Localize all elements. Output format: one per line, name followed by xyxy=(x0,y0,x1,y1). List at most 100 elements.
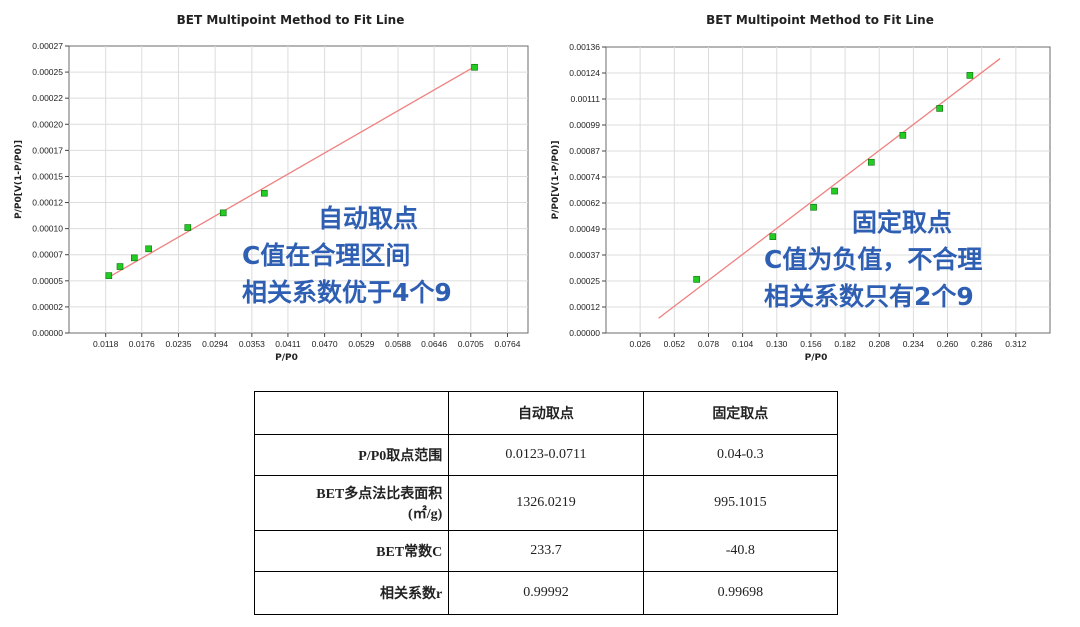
x-tick-label: 0.260 xyxy=(937,339,959,349)
y-tick-label: 0.00037 xyxy=(569,250,600,260)
x-tick-label: 0.0470 xyxy=(312,339,338,349)
x-tick-label: 0.0705 xyxy=(458,339,484,349)
row-label-text: P/P0取点范围 xyxy=(358,449,443,464)
x-tick-label: 0.0529 xyxy=(348,339,374,349)
y-tick-label: 0.00012 xyxy=(32,198,63,208)
annotation-line: 相关系数只有2个9 xyxy=(764,282,974,311)
x-tick-label: 0.0411 xyxy=(275,339,301,349)
y-tick-label: 0.00124 xyxy=(569,68,600,78)
x-tick-label: 0.0294 xyxy=(202,339,228,349)
cell-fixed: -40.8 xyxy=(642,530,839,572)
table-row: BET常数C 233.7 -40.8 xyxy=(253,530,839,572)
table-corner xyxy=(253,391,450,435)
table-header-auto: 自动取点 xyxy=(448,391,644,435)
y-tick-label: 0.00020 xyxy=(32,119,63,129)
data-point xyxy=(131,254,138,262)
y-tick-label: 0.00087 xyxy=(569,146,600,156)
data-point xyxy=(693,276,700,283)
annotation-line: 相关系数优于4个9 xyxy=(242,278,452,307)
x-tick-label: 0.234 xyxy=(903,339,925,349)
data-point xyxy=(105,272,113,279)
x-tick-label: 0.0235 xyxy=(165,339,191,349)
row-label-text: 相关系数r xyxy=(380,587,443,602)
data-point xyxy=(116,263,124,270)
y-tick-label: 0.00005 xyxy=(32,276,63,286)
cell-fixed: 995.1015 xyxy=(642,475,839,531)
cell-auto: 1326.0219 xyxy=(448,475,644,531)
table-header-row: 自动取点 固定取点 xyxy=(253,391,839,435)
y-tick-label: 0.00000 xyxy=(32,328,63,338)
y-tick-label: 0.00012 xyxy=(569,302,600,312)
x-tick-label: 0.312 xyxy=(1005,339,1027,349)
data-point xyxy=(899,132,907,139)
fit-line xyxy=(108,66,475,278)
y-tick-label: 0.00015 xyxy=(32,171,63,181)
row-label-text: BET多点法比表面积 xyxy=(316,487,443,502)
x-tick-label: 0.208 xyxy=(869,339,891,349)
x-tick-label: 0.052 xyxy=(664,339,686,349)
y-tick-label: 0.00027 xyxy=(32,41,63,51)
row-label-text: BET常数C xyxy=(376,545,443,560)
data-point xyxy=(184,224,192,231)
annotation-auto: 自动取点 C值在合理区间 相关系数优于4个9 xyxy=(242,200,452,311)
row-label: P/P0取点范围 xyxy=(253,434,450,476)
x-tick-label: 0.0764 xyxy=(494,339,520,349)
data-point xyxy=(831,187,838,195)
chart-svg-fixed: BET Multipoint Method to Fit Line 0.00000… xyxy=(551,13,1051,363)
x-tick-label: 0.0353 xyxy=(239,339,265,349)
row-label: BET常数C xyxy=(253,530,450,572)
y-tick-label: 0.00111 xyxy=(571,94,601,104)
data-point xyxy=(145,245,152,253)
cell-auto: 233.7 xyxy=(448,530,644,572)
x-tick-label: 0.0176 xyxy=(129,339,155,349)
y-tick-label: 0.00022 xyxy=(32,93,63,103)
x-tick-label: 0.078 xyxy=(698,339,720,349)
data-point xyxy=(471,63,478,71)
cell-fixed: 0.99698 xyxy=(642,571,839,615)
y-tick-label: 0.00062 xyxy=(569,198,600,208)
row-label-unit: (㎡/g) xyxy=(408,507,443,522)
table-row: BET多点法比表面积 (㎡/g) 1326.0219 995.1015 xyxy=(253,475,839,531)
data-point xyxy=(936,105,943,112)
chart-title: BET Multipoint Method to Fit Line xyxy=(177,13,405,27)
fit-line xyxy=(658,58,1001,319)
y-tick-label: 0.00025 xyxy=(569,276,600,286)
x-tick-label: 0.156 xyxy=(800,339,822,349)
data-point xyxy=(260,189,268,197)
data-point xyxy=(966,72,974,79)
x-tick-label: 0.0646 xyxy=(421,339,447,349)
y-tick-label: 0.00099 xyxy=(569,120,600,130)
x-tick-label: 0.182 xyxy=(834,339,856,349)
y-axis-label: P/P0[V(1-P/P0)] xyxy=(551,141,561,220)
cell-auto: 0.99992 xyxy=(448,571,644,615)
y-tick-label: 0.00049 xyxy=(569,224,600,234)
table-header-fixed: 固定取点 xyxy=(642,391,839,435)
table-row: P/P0取点范围 0.0123-0.0711 0.04-0.3 xyxy=(253,434,839,476)
comparison-table: 自动取点 固定取点 P/P0取点范围 0.0123-0.0711 0.04-0.… xyxy=(253,391,839,615)
annotation-line: 自动取点 xyxy=(318,204,419,233)
annotation-line: 固定取点 xyxy=(852,208,953,237)
y-tick-label: 0.00002 xyxy=(32,302,63,312)
y-tick-label: 0.00007 xyxy=(32,250,63,260)
y-tick-label: 0.00074 xyxy=(569,172,600,182)
x-tick-label: 0.0588 xyxy=(385,339,411,349)
bet-chart-fixed: BET Multipoint Method to Fit Line 0.00000… xyxy=(540,0,1080,370)
row-label: BET多点法比表面积 (㎡/g) xyxy=(253,475,450,531)
row-label: 相关系数r xyxy=(253,571,450,615)
chart-title: BET Multipoint Method to Fit Line xyxy=(706,13,934,27)
y-tick-label: 0.00000 xyxy=(569,328,600,338)
x-tick-label: 0.026 xyxy=(630,339,652,349)
annotation-line: C值为负值，不合理 xyxy=(764,245,983,274)
annotation-line: C值在合理区间 xyxy=(242,241,411,270)
x-tick-label: 0.104 xyxy=(732,339,754,349)
y-tick-label: 0.00136 xyxy=(569,42,600,52)
x-tick-label: 0.0118 xyxy=(93,339,119,349)
y-axis-label: P/P0[V(1-P/P0)] xyxy=(14,140,24,219)
cell-fixed: 0.04-0.3 xyxy=(642,434,839,476)
y-tick-label: 0.00025 xyxy=(32,67,63,77)
y-tick-label: 0.00017 xyxy=(32,145,63,155)
data-point xyxy=(219,209,227,217)
y-tick-label: 0.00010 xyxy=(32,224,63,234)
x-axis-label: P/P0 xyxy=(805,353,828,363)
data-point xyxy=(868,158,875,166)
